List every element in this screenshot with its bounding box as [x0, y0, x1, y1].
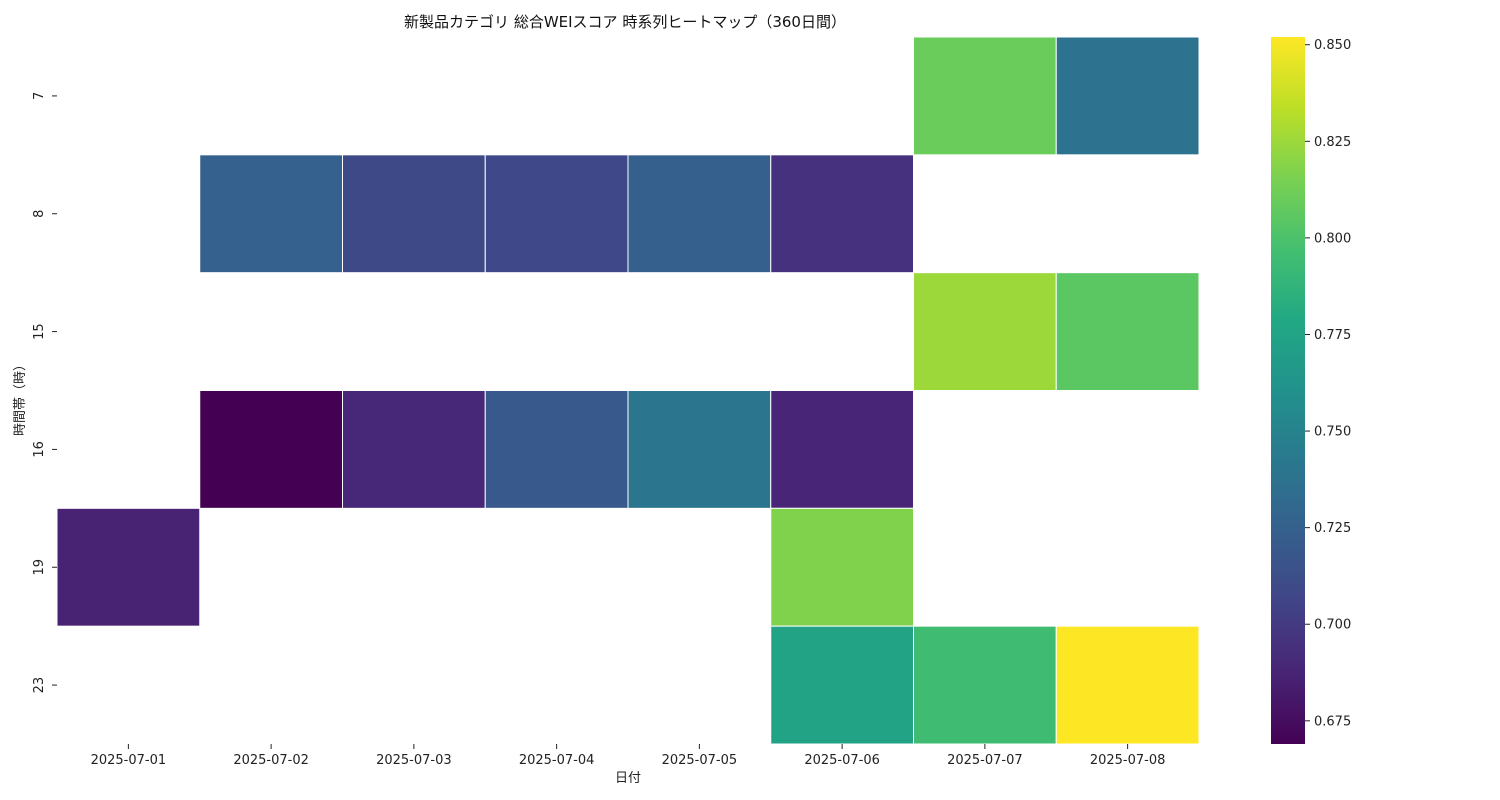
colorbar-tick-label: 0.700: [1314, 618, 1351, 633]
heatmap-cell: [342, 390, 486, 509]
heatmap-cells: [56, 36, 1200, 745]
x-tick-label: 2025-07-06: [804, 753, 880, 768]
heatmap-cell: [342, 154, 486, 274]
heatmap-cell: [627, 154, 772, 274]
heatmap-cell: [484, 390, 629, 509]
heatmap-cell: [1055, 625, 1200, 745]
heatmap-cell: [770, 154, 914, 274]
y-tick-label: 19: [32, 559, 47, 576]
heatmap-cell: [770, 390, 914, 509]
y-tick-label: 8: [32, 210, 47, 218]
colorbar-tick-label: 0.775: [1314, 328, 1351, 343]
x-tick-label: 2025-07-01: [91, 753, 167, 768]
colorbar-tick-label: 0.725: [1314, 521, 1351, 536]
chart-title: 新製品カテゴリ 総合WEIスコア 時系列ヒートマップ（360日間）: [404, 13, 846, 31]
y-tick-label: 23: [32, 677, 47, 694]
y-tick-label: 15: [32, 323, 47, 340]
x-tick-label: 2025-07-02: [233, 753, 309, 768]
heatmap-cell: [1055, 36, 1200, 156]
x-axis-label: 日付: [615, 771, 641, 786]
heatmap-cell: [484, 154, 629, 274]
x-tick-label: 2025-07-07: [947, 753, 1023, 768]
colorbar-gradient: [1271, 37, 1305, 744]
heatmap-cell: [199, 154, 343, 274]
heatmap-cell: [1055, 272, 1200, 391]
heatmap-cell: [913, 36, 1057, 156]
heatmap-cell: [56, 507, 201, 627]
heatmap-cell: [770, 625, 914, 745]
heatmap-cell: [627, 390, 772, 509]
x-axis-ticks: 2025-07-01 2025-07-02 2025-07-03 2025-07-04…: [91, 744, 1166, 768]
y-tick-label: 16: [32, 441, 47, 458]
heatmap-cell: [913, 272, 1057, 391]
x-tick-label: 2025-07-04: [519, 753, 595, 768]
x-tick-label: 2025-07-08: [1090, 753, 1166, 768]
colorbar-tick-label: 0.850: [1314, 38, 1351, 53]
y-tick-label: 7: [32, 92, 47, 100]
colorbar-ticks: 0.675 0.700 0.725 0.750 0.775 0.800 0.825 0.850: [1305, 38, 1351, 729]
colorbar-tick-label: 0.800: [1314, 231, 1351, 246]
heatmap-cell: [770, 507, 914, 627]
x-tick-label: 2025-07-05: [662, 753, 738, 768]
x-tick-label: 2025-07-03: [376, 753, 452, 768]
heatmap-cell: [199, 390, 343, 509]
y-axis-ticks: 7 8 15 16 19 23: [32, 92, 57, 694]
colorbar: 0.675 0.700 0.725 0.750 0.775 0.800 0.825 0.850: [1271, 37, 1351, 744]
colorbar-tick-label: 0.825: [1314, 135, 1351, 150]
colorbar-tick-label: 0.750: [1314, 425, 1351, 440]
y-axis-label: 時間帯（時）: [13, 358, 28, 436]
colorbar-tick-label: 0.675: [1314, 714, 1351, 729]
heatmap-cell: [913, 625, 1057, 745]
